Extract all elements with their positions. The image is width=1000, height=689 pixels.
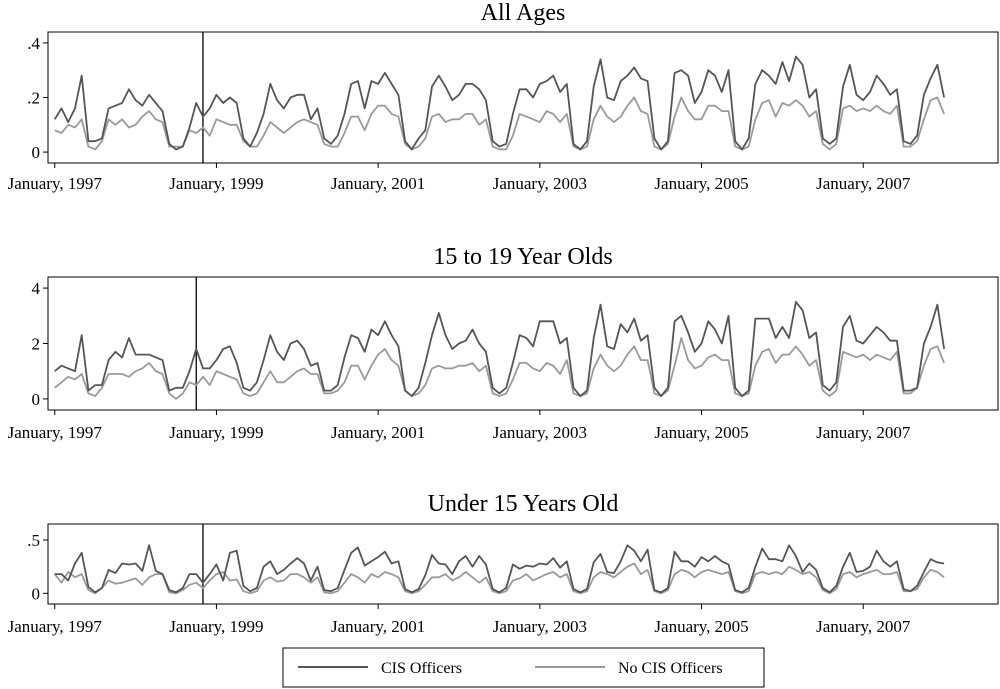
legend-nocis-label: No CIS Officers bbox=[618, 660, 723, 677]
y-tick-label: 0 bbox=[32, 143, 41, 162]
panel-3: Under 15 Years Old 0 .5 January, 1997 Januar… bbox=[8, 491, 999, 636]
x-tick-label: January, 2005 bbox=[654, 617, 748, 636]
x-tick-label: January, 1997 bbox=[8, 617, 103, 636]
series-line-nocis bbox=[53, 562, 945, 595]
x-tick-label: January, 2001 bbox=[331, 617, 425, 636]
y-tick-label: 0 bbox=[32, 390, 41, 409]
panels: All Ages 0 .2 .4 January, 1997 January, 1999 J… bbox=[8, 0, 999, 636]
x-tick-label: January, 2001 bbox=[331, 174, 425, 193]
panel-2: 15 to 19 Year Olds 0 2 4 January, 1997 Januar… bbox=[8, 244, 999, 442]
x-tick-label: January, 2003 bbox=[493, 423, 587, 442]
x-tick-label: January, 2005 bbox=[654, 174, 748, 193]
panel-title: All Ages bbox=[481, 0, 566, 26]
x-tick-label: January, 2007 bbox=[816, 423, 911, 442]
panel-title: Under 15 Years Old bbox=[428, 491, 619, 517]
series-line-nocis bbox=[54, 96, 945, 151]
x-tick-label: January, 2007 bbox=[816, 617, 911, 636]
series-line-cis bbox=[54, 544, 945, 594]
x-tick-label: January, 1999 bbox=[169, 174, 263, 193]
series-line-cis bbox=[54, 300, 945, 398]
series-line-nocis bbox=[54, 337, 945, 400]
y-tick-label: .4 bbox=[27, 34, 40, 53]
legend: CIS Officers No CIS Officers bbox=[282, 647, 765, 688]
x-tick-label: January, 1999 bbox=[169, 423, 263, 442]
x-tick-label: January, 2007 bbox=[816, 174, 911, 193]
panel-1: All Ages 0 .2 .4 January, 1997 January, 1999 J… bbox=[8, 0, 999, 193]
x-tick-label: January, 1997 bbox=[8, 423, 103, 442]
y-tick-label: .2 bbox=[27, 89, 40, 108]
y-tick-label: .5 bbox=[27, 531, 40, 550]
x-tick-label: January, 2001 bbox=[331, 423, 425, 442]
plot-frame bbox=[47, 276, 999, 411]
panel-title: 15 to 19 Year Olds bbox=[433, 244, 612, 270]
plot-frame bbox=[47, 523, 999, 605]
x-tick-label: January, 2003 bbox=[493, 617, 587, 636]
x-tick-label: January, 2003 bbox=[493, 174, 587, 193]
y-tick-label: 4 bbox=[32, 279, 41, 298]
legend-cis-label: CIS Officers bbox=[381, 660, 462, 677]
x-tick-label: January, 1997 bbox=[8, 174, 103, 193]
y-tick-label: 0 bbox=[32, 584, 41, 603]
plot-frame bbox=[47, 31, 999, 164]
y-tick-label: 2 bbox=[32, 335, 41, 354]
x-tick-label: January, 1999 bbox=[169, 617, 263, 636]
x-tick-label: January, 2005 bbox=[654, 423, 748, 442]
series-line-cis bbox=[53, 55, 945, 151]
